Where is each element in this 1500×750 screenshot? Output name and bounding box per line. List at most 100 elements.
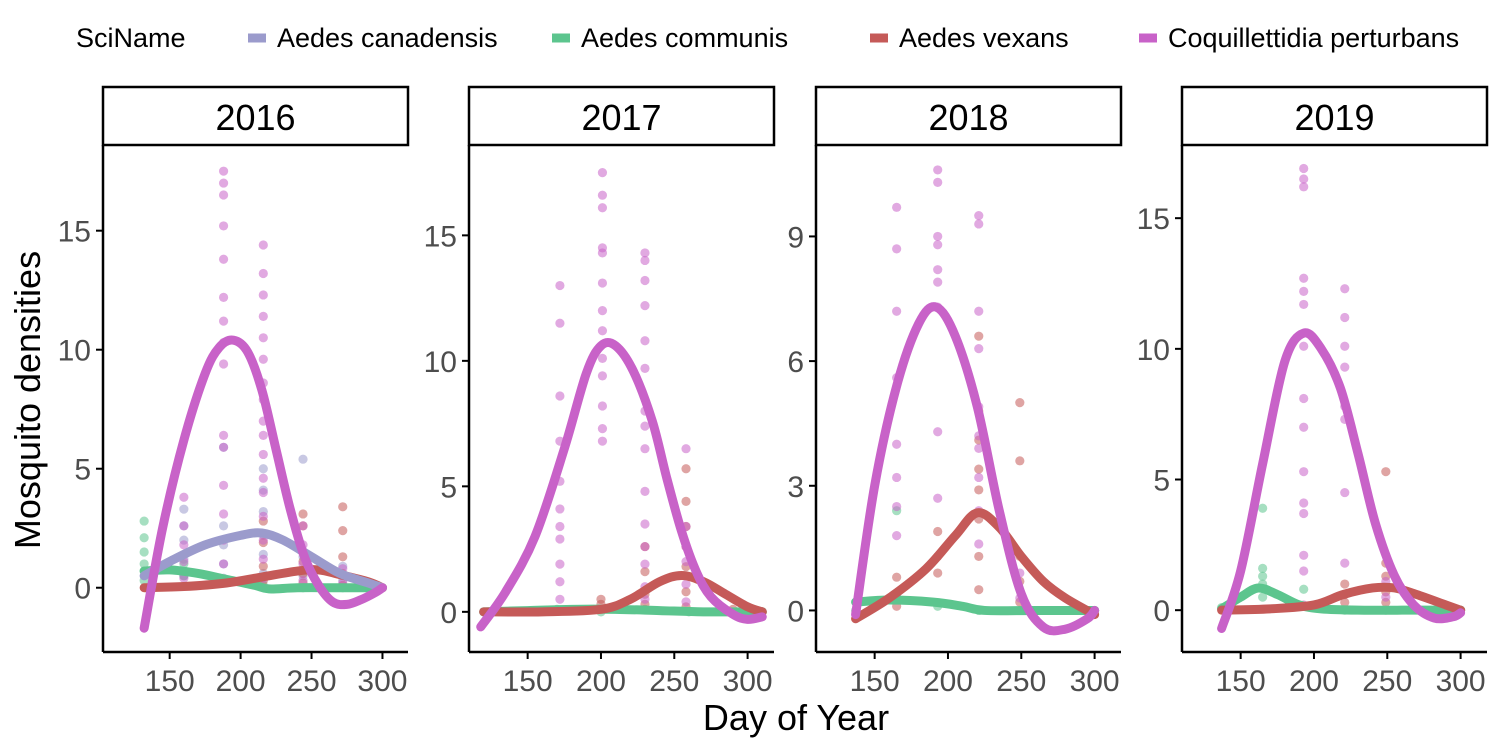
point-aedes-vexans — [681, 587, 691, 597]
point-coquillettidia-perturbans — [555, 559, 565, 569]
y-tick-label: 15 — [424, 220, 457, 253]
y-tick-label: 10 — [424, 346, 457, 379]
point-coquillettidia-perturbans — [218, 316, 229, 326]
point-coquillettidia-perturbans — [974, 443, 984, 453]
panel-strip — [814, 85, 1123, 147]
point-aedes-vexans — [596, 594, 606, 604]
point-aedes-communis — [1258, 592, 1268, 602]
point-coquillettidia-perturbans — [933, 493, 943, 503]
point-coquillettidia-perturbans — [640, 336, 650, 346]
point-coquillettidia-perturbans — [218, 359, 229, 369]
point-aedes-communis — [139, 533, 149, 543]
point-coquillettidia-perturbans — [640, 444, 650, 454]
panel-title: 2018 — [928, 97, 1008, 138]
point-coquillettidia-perturbans — [640, 275, 650, 286]
trend-line-coquillettidia-perturbans — [139, 335, 387, 633]
point-coquillettidia-perturbans — [1299, 566, 1309, 576]
point-coquillettidia-perturbans — [597, 168, 608, 178]
point-coquillettidia-perturbans — [1340, 558, 1350, 568]
point-coquillettidia-perturbans — [1299, 341, 1309, 351]
point-coquillettidia-perturbans — [1340, 284, 1350, 294]
point-coquillettidia-perturbans — [597, 353, 608, 363]
point-aedes-canadensis — [258, 464, 268, 474]
point-aedes-vexans — [974, 464, 984, 474]
panel-data — [850, 165, 1100, 636]
point-aedes-communis — [139, 559, 149, 569]
legend-label-aedes-vexans: Aedes vexans — [899, 23, 1069, 53]
x-tick-label: 300 — [723, 665, 773, 698]
panel-2018: 2018 0 3 6 9 150 200 250 300 — [787, 85, 1123, 698]
point-aedes-vexans — [640, 567, 650, 577]
point-aedes-vexans — [974, 485, 984, 495]
point-aedes-vexans — [892, 572, 902, 582]
trend-line-aedes-vexans — [1217, 582, 1466, 615]
point-aedes-communis — [1299, 584, 1309, 594]
point-coquillettidia-perturbans — [597, 371, 608, 381]
point-aedes-communis — [1258, 503, 1268, 513]
x-tick-label: 200 — [1289, 665, 1339, 698]
point-coquillettidia-perturbans — [892, 472, 902, 483]
point-coquillettidia-perturbans — [640, 541, 650, 552]
point-coquillettidia-perturbans — [258, 487, 268, 498]
point-coquillettidia-perturbans — [1299, 422, 1309, 432]
point-coquillettidia-perturbans — [258, 449, 268, 460]
point-aedes-canadensis — [179, 504, 189, 514]
x-tick-label: 250 — [649, 665, 699, 698]
point-coquillettidia-perturbans — [258, 268, 268, 279]
panel-2016: 2016 0 5 10 15 150 200 250 300 — [58, 85, 410, 698]
y-tick-label: 5 — [440, 471, 457, 504]
y-tick-label: 10 — [58, 335, 91, 368]
y-tick-label: 15 — [1137, 203, 1170, 236]
point-coquillettidia-perturbans — [1299, 498, 1309, 508]
point-coquillettidia-perturbans — [258, 240, 268, 250]
point-coquillettidia-perturbans — [218, 190, 229, 200]
point-aedes-communis — [139, 516, 149, 526]
point-coquillettidia-perturbans — [1340, 341, 1350, 351]
point-aedes-vexans — [338, 526, 348, 536]
point-coquillettidia-perturbans — [218, 166, 229, 176]
x-tick-label: 300 — [1436, 665, 1486, 698]
point-coquillettidia-perturbans — [933, 427, 943, 437]
point-coquillettidia-perturbans — [1299, 467, 1309, 477]
point-coquillettidia-perturbans — [640, 559, 650, 569]
point-coquillettidia-perturbans — [640, 519, 650, 529]
x-tick-label: 250 — [1362, 665, 1412, 698]
point-coquillettidia-perturbans — [218, 442, 229, 452]
y-tick-label: 0 — [440, 597, 457, 630]
y-tick-label: 0 — [74, 573, 91, 606]
point-coquillettidia-perturbans — [179, 540, 189, 550]
point-aedes-vexans — [1381, 467, 1391, 477]
point-coquillettidia-perturbans — [597, 243, 608, 253]
panel-title: 2017 — [581, 97, 661, 138]
point-coquillettidia-perturbans — [974, 472, 984, 483]
point-aedes-vexans — [1340, 597, 1350, 607]
point-coquillettidia-perturbans — [555, 280, 565, 291]
x-tick-label: 150 — [145, 665, 195, 698]
point-coquillettidia-perturbans — [597, 436, 608, 446]
point-coquillettidia-perturbans — [218, 509, 229, 519]
panel-strip — [467, 85, 776, 147]
point-coquillettidia-perturbans — [1299, 299, 1309, 310]
point-coquillettidia-perturbans — [218, 559, 229, 569]
y-tick-label: 15 — [58, 216, 91, 249]
trend-line-aedes-canadensis — [139, 528, 387, 593]
point-coquillettidia-perturbans — [258, 511, 268, 521]
point-aedes-communis — [1258, 563, 1268, 573]
point-coquillettidia-perturbans — [1299, 163, 1309, 174]
trend-line-coquillettidia-perturbans — [476, 338, 767, 632]
trend-line-aedes-communis — [139, 565, 387, 594]
point-coquillettidia-perturbans — [218, 480, 229, 490]
panel-data — [1216, 163, 1466, 633]
point-coquillettidia-perturbans — [1340, 312, 1350, 323]
point-coquillettidia-perturbans — [974, 344, 984, 354]
point-coquillettidia-perturbans — [1340, 362, 1350, 372]
x-tick-label: 300 — [357, 665, 407, 698]
y-tick-label: 5 — [74, 454, 91, 487]
point-coquillettidia-perturbans — [1299, 508, 1309, 519]
legend-label-coquillettidia-perturbans: Coquillettidia perturbans — [1168, 23, 1459, 53]
point-coquillettidia-perturbans — [892, 531, 902, 541]
point-coquillettidia-perturbans — [974, 539, 984, 549]
point-coquillettidia-perturbans — [974, 306, 984, 316]
point-coquillettidia-perturbans — [258, 473, 268, 483]
